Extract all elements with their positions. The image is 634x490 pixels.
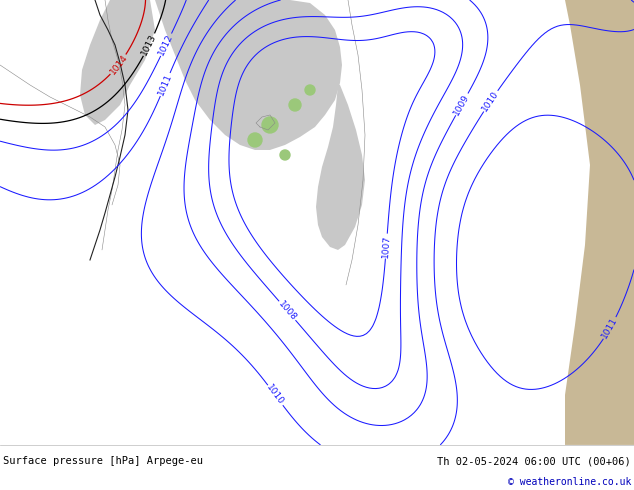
Text: 1011: 1011 bbox=[157, 72, 174, 97]
Text: 1013: 1013 bbox=[140, 32, 158, 57]
Text: Surface pressure [hPa] Arpege-eu: Surface pressure [hPa] Arpege-eu bbox=[3, 456, 203, 466]
Text: 1012: 1012 bbox=[157, 32, 175, 57]
Text: Th 02-05-2024 06:00 UTC (00+06): Th 02-05-2024 06:00 UTC (00+06) bbox=[437, 456, 631, 466]
Text: 1014: 1014 bbox=[108, 53, 129, 76]
Circle shape bbox=[262, 117, 278, 133]
Text: 1010: 1010 bbox=[481, 89, 501, 113]
Text: 1008: 1008 bbox=[276, 299, 298, 322]
PathPatch shape bbox=[565, 0, 634, 445]
Circle shape bbox=[289, 99, 301, 111]
Text: 1011: 1011 bbox=[600, 316, 619, 341]
Text: 1009: 1009 bbox=[452, 92, 472, 117]
Circle shape bbox=[280, 150, 290, 160]
PathPatch shape bbox=[155, 0, 342, 150]
Circle shape bbox=[305, 85, 315, 95]
Text: 1007: 1007 bbox=[381, 234, 392, 258]
Text: © weatheronline.co.uk: © weatheronline.co.uk bbox=[508, 477, 631, 487]
Circle shape bbox=[248, 133, 262, 147]
PathPatch shape bbox=[80, 0, 155, 125]
PathPatch shape bbox=[316, 85, 365, 250]
Text: 1010: 1010 bbox=[265, 383, 286, 407]
